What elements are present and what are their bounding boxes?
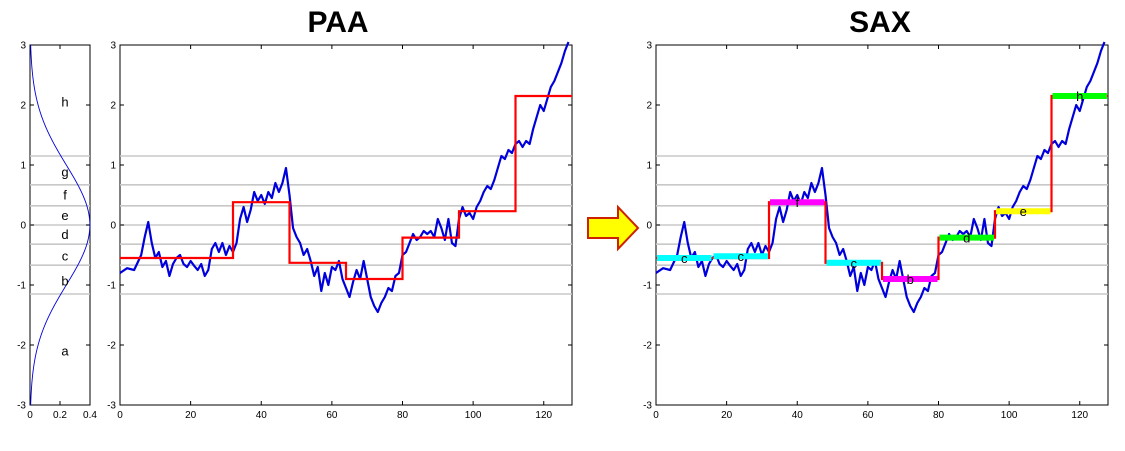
x-tick-label: 100 — [465, 410, 482, 421]
y-tick-label: 2 — [20, 101, 26, 112]
x-tick-label: 80 — [397, 410, 409, 421]
sax-symbol-e: e — [1020, 204, 1027, 219]
y-tick-label: 0 — [110, 221, 116, 232]
y-tick-label: 1 — [110, 161, 116, 172]
x-tick-label: 120 — [1071, 410, 1088, 421]
paa-step-line — [120, 94, 572, 281]
symbol-label-a: a — [61, 344, 69, 359]
y-tick-label: 0 — [20, 221, 26, 232]
y-tick-label: 3 — [110, 41, 116, 52]
x-tick-label: 0.4 — [83, 410, 97, 421]
x-tick-label: 0 — [27, 410, 33, 421]
y-tick-label: -3 — [17, 401, 26, 412]
sax-symbol-h: h — [1076, 89, 1083, 104]
x-tick-label: 100 — [1001, 410, 1018, 421]
y-tick-label: 0 — [646, 221, 652, 232]
symbol-label-d: d — [61, 227, 68, 242]
x-tick-label: 120 — [535, 410, 552, 421]
y-tick-label: -3 — [643, 401, 652, 412]
sax-symbol-c: c — [681, 251, 688, 266]
sax-symbol-f: f — [795, 195, 799, 210]
symbol-label-c: c — [62, 249, 69, 264]
paa-title: PAA — [307, 6, 368, 39]
time-series-line — [119, 41, 570, 314]
symbol-label-e: e — [61, 208, 68, 223]
y-tick-label: -2 — [643, 341, 652, 352]
x-tick-label: 20 — [185, 410, 197, 421]
x-tick-label: 20 — [721, 410, 733, 421]
y-tick-label: 1 — [646, 161, 652, 172]
right-arrow-icon — [587, 204, 640, 252]
y-tick-label: -1 — [17, 281, 26, 292]
paa-plot: -3 -2 -1 0 1 2 3 0 20 40 60 80 100 120 — [107, 41, 573, 421]
x-tick-label: 80 — [933, 410, 945, 421]
sax-title: SAX — [849, 6, 911, 39]
y-tick-label: -1 — [643, 281, 652, 292]
y-tick-label: -3 — [107, 401, 116, 412]
symbol-label-h: h — [61, 95, 68, 110]
sax-symbol-b: b — [907, 272, 914, 287]
sax-symbol-c: c — [851, 256, 858, 271]
y-tick-label: 2 — [646, 101, 652, 112]
x-tick-label: 0.2 — [53, 410, 67, 421]
y-tick-label: 3 — [646, 41, 652, 52]
y-tick-label: -2 — [107, 341, 116, 352]
y-tick-label: 1 — [20, 161, 26, 172]
time-series-line — [655, 41, 1106, 314]
symbol-label-g: g — [61, 165, 68, 180]
symbol-label-f: f — [63, 188, 67, 203]
y-tick-label: 3 — [20, 41, 26, 52]
gaussian-curve — [30, 44, 91, 406]
x-tick-label: 0 — [117, 410, 123, 421]
x-tick-label: 40 — [256, 410, 268, 421]
sax-symbol-c: c — [738, 249, 745, 264]
sax-symbol-d: d — [963, 231, 970, 246]
symbol-label-b: b — [61, 273, 68, 288]
x-tick-label: 60 — [326, 410, 338, 421]
x-tick-label: 40 — [792, 410, 804, 421]
x-tick-label: 0 — [653, 410, 659, 421]
x-tick-label: 60 — [862, 410, 874, 421]
y-tick-label: -2 — [17, 341, 26, 352]
sax-plot: -3 -2 -1 0 1 2 3 0 20 40 60 80 100 120 c c f c b d e h — [643, 41, 1109, 421]
y-tick-label: 2 — [110, 101, 116, 112]
y-tick-label: -1 — [107, 281, 116, 292]
